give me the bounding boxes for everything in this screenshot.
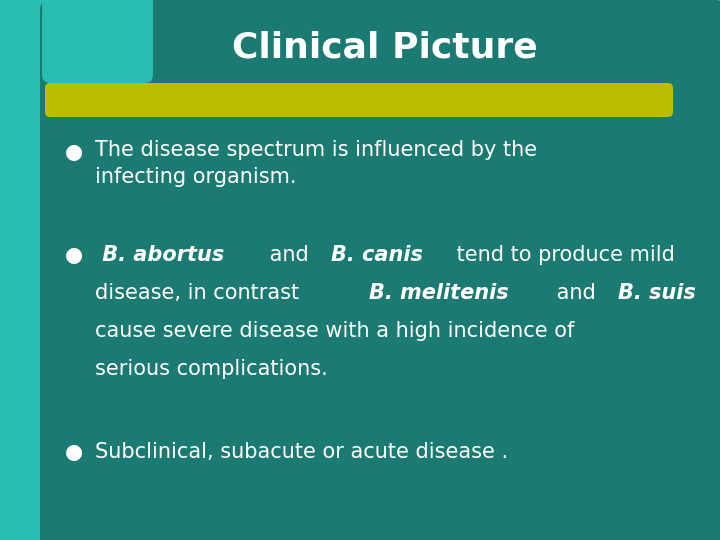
Text: ●: ● xyxy=(65,245,84,265)
Text: B. abortus: B. abortus xyxy=(95,245,224,265)
FancyBboxPatch shape xyxy=(45,83,673,117)
Text: tend to produce mild: tend to produce mild xyxy=(450,245,675,265)
Text: and: and xyxy=(550,283,603,303)
FancyBboxPatch shape xyxy=(40,0,720,540)
Text: ●: ● xyxy=(65,442,84,462)
Text: B. canis: B. canis xyxy=(331,245,423,265)
Text: Subclinical, subacute or acute disease .: Subclinical, subacute or acute disease . xyxy=(95,442,508,462)
Text: and: and xyxy=(263,245,315,265)
Text: disease, in contrast: disease, in contrast xyxy=(95,283,306,303)
Text: Clinical Picture: Clinical Picture xyxy=(232,31,538,65)
Text: B. melitenis: B. melitenis xyxy=(369,283,508,303)
FancyBboxPatch shape xyxy=(42,0,153,83)
Text: B. suis: B. suis xyxy=(618,283,696,303)
Text: The disease spectrum is influenced by the
infecting organism.: The disease spectrum is influenced by th… xyxy=(95,140,537,187)
Text: cause severe disease with a high incidence of: cause severe disease with a high inciden… xyxy=(95,321,575,341)
Text: ●: ● xyxy=(65,142,84,162)
Text: serious complications.: serious complications. xyxy=(95,359,328,379)
